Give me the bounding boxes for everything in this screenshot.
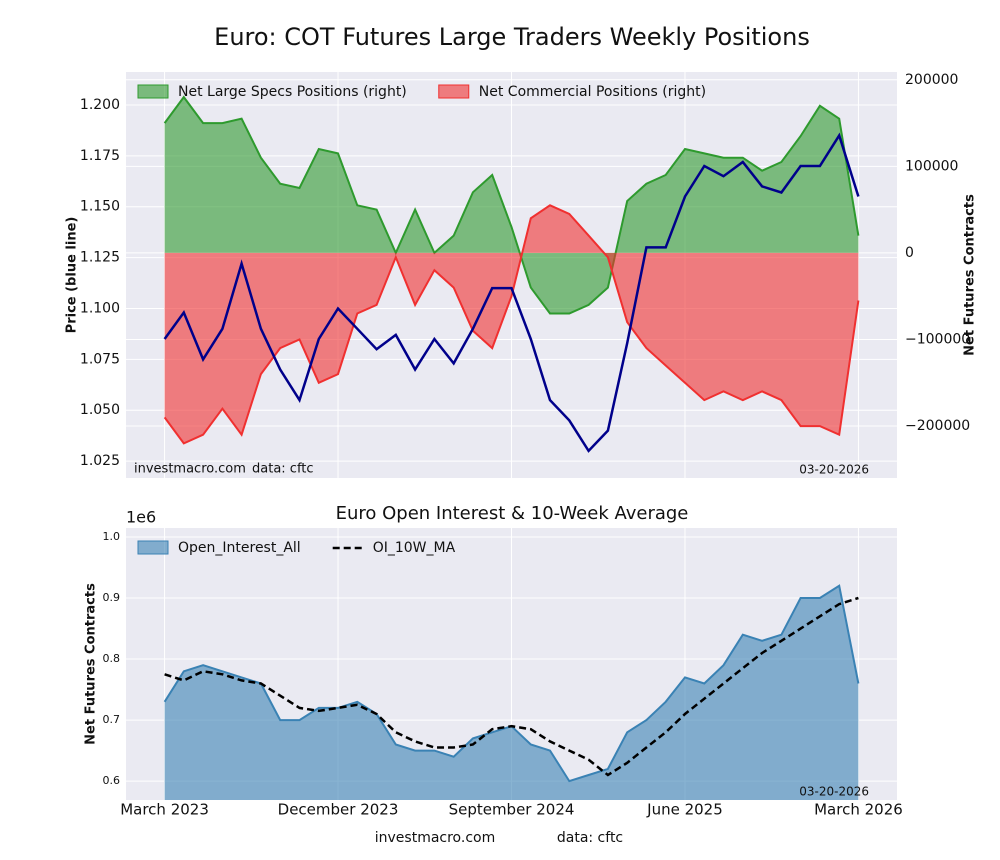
y-tick-label: 1.025 (80, 453, 120, 469)
y2-tick-label: −200000 (905, 418, 970, 434)
legend-label: Net Large Specs Positions (right) (178, 84, 407, 100)
y2-axis-label: Net Futures Contracts (963, 194, 978, 356)
y2-tick-label: −100000 (905, 331, 970, 347)
legend-swatch (137, 84, 169, 99)
x-tick-label: December 2023 (278, 801, 399, 819)
area-fill (164, 585, 859, 800)
area-fill (164, 97, 859, 314)
footer-source: data: cftc (557, 830, 623, 846)
chart-title: Euro: COT Futures Large Traders Weekly P… (214, 23, 810, 51)
legend-label: OI_10W_MA (373, 540, 456, 556)
y-tick-label: 1.200 (80, 97, 120, 113)
date-label: 03-20-2026 (799, 785, 869, 799)
area-line (163, 95, 860, 315)
y2-tick-label: 200000 (905, 72, 958, 88)
y2-tick-label: 100000 (905, 158, 958, 174)
x-tick-label: June 2025 (646, 801, 723, 819)
y-offset-label: 1e6 (126, 508, 156, 527)
y-tick-label: 1.175 (80, 148, 120, 164)
y-axis-label: Net Futures Contracts (84, 583, 99, 745)
footer-site: investmacro.com (375, 830, 495, 846)
legend-label: Net Commercial Positions (right) (479, 84, 706, 100)
y-tick-label: 1.075 (80, 351, 120, 367)
y-tick-label: 1.125 (80, 250, 120, 266)
watermark: data: cftc (252, 462, 314, 477)
y2-tick-label: 0 (905, 245, 914, 261)
date-label: 03-20-2026 (799, 463, 869, 477)
y-tick-label: 0.8 (103, 652, 121, 665)
legend-swatch (438, 84, 470, 99)
y-axis-label: Price (blue line) (65, 217, 80, 334)
x-tick-label: March 2026 (814, 801, 903, 819)
area-fill (164, 205, 859, 444)
y-tick-label: 1.100 (80, 300, 120, 316)
watermark: investmacro.com (134, 462, 246, 477)
line (164, 596, 859, 777)
line (163, 132, 860, 453)
legend-swatch (137, 540, 169, 555)
legend-label: Open_Interest_All (178, 540, 301, 556)
y-tick-label: 0.7 (103, 713, 121, 726)
y-tick-label: 1.0 (103, 530, 121, 543)
area-line (163, 204, 860, 445)
y-tick-label: 0.9 (103, 591, 121, 604)
y-tick-label: 1.150 (80, 199, 120, 215)
y-tick-label: 1.050 (80, 402, 120, 418)
x-tick-label: September 2024 (449, 801, 575, 819)
x-tick-label: March 2023 (120, 801, 209, 819)
y-tick-label: 0.6 (103, 774, 121, 787)
chart-title: Euro Open Interest & 10-Week Average (336, 503, 689, 524)
